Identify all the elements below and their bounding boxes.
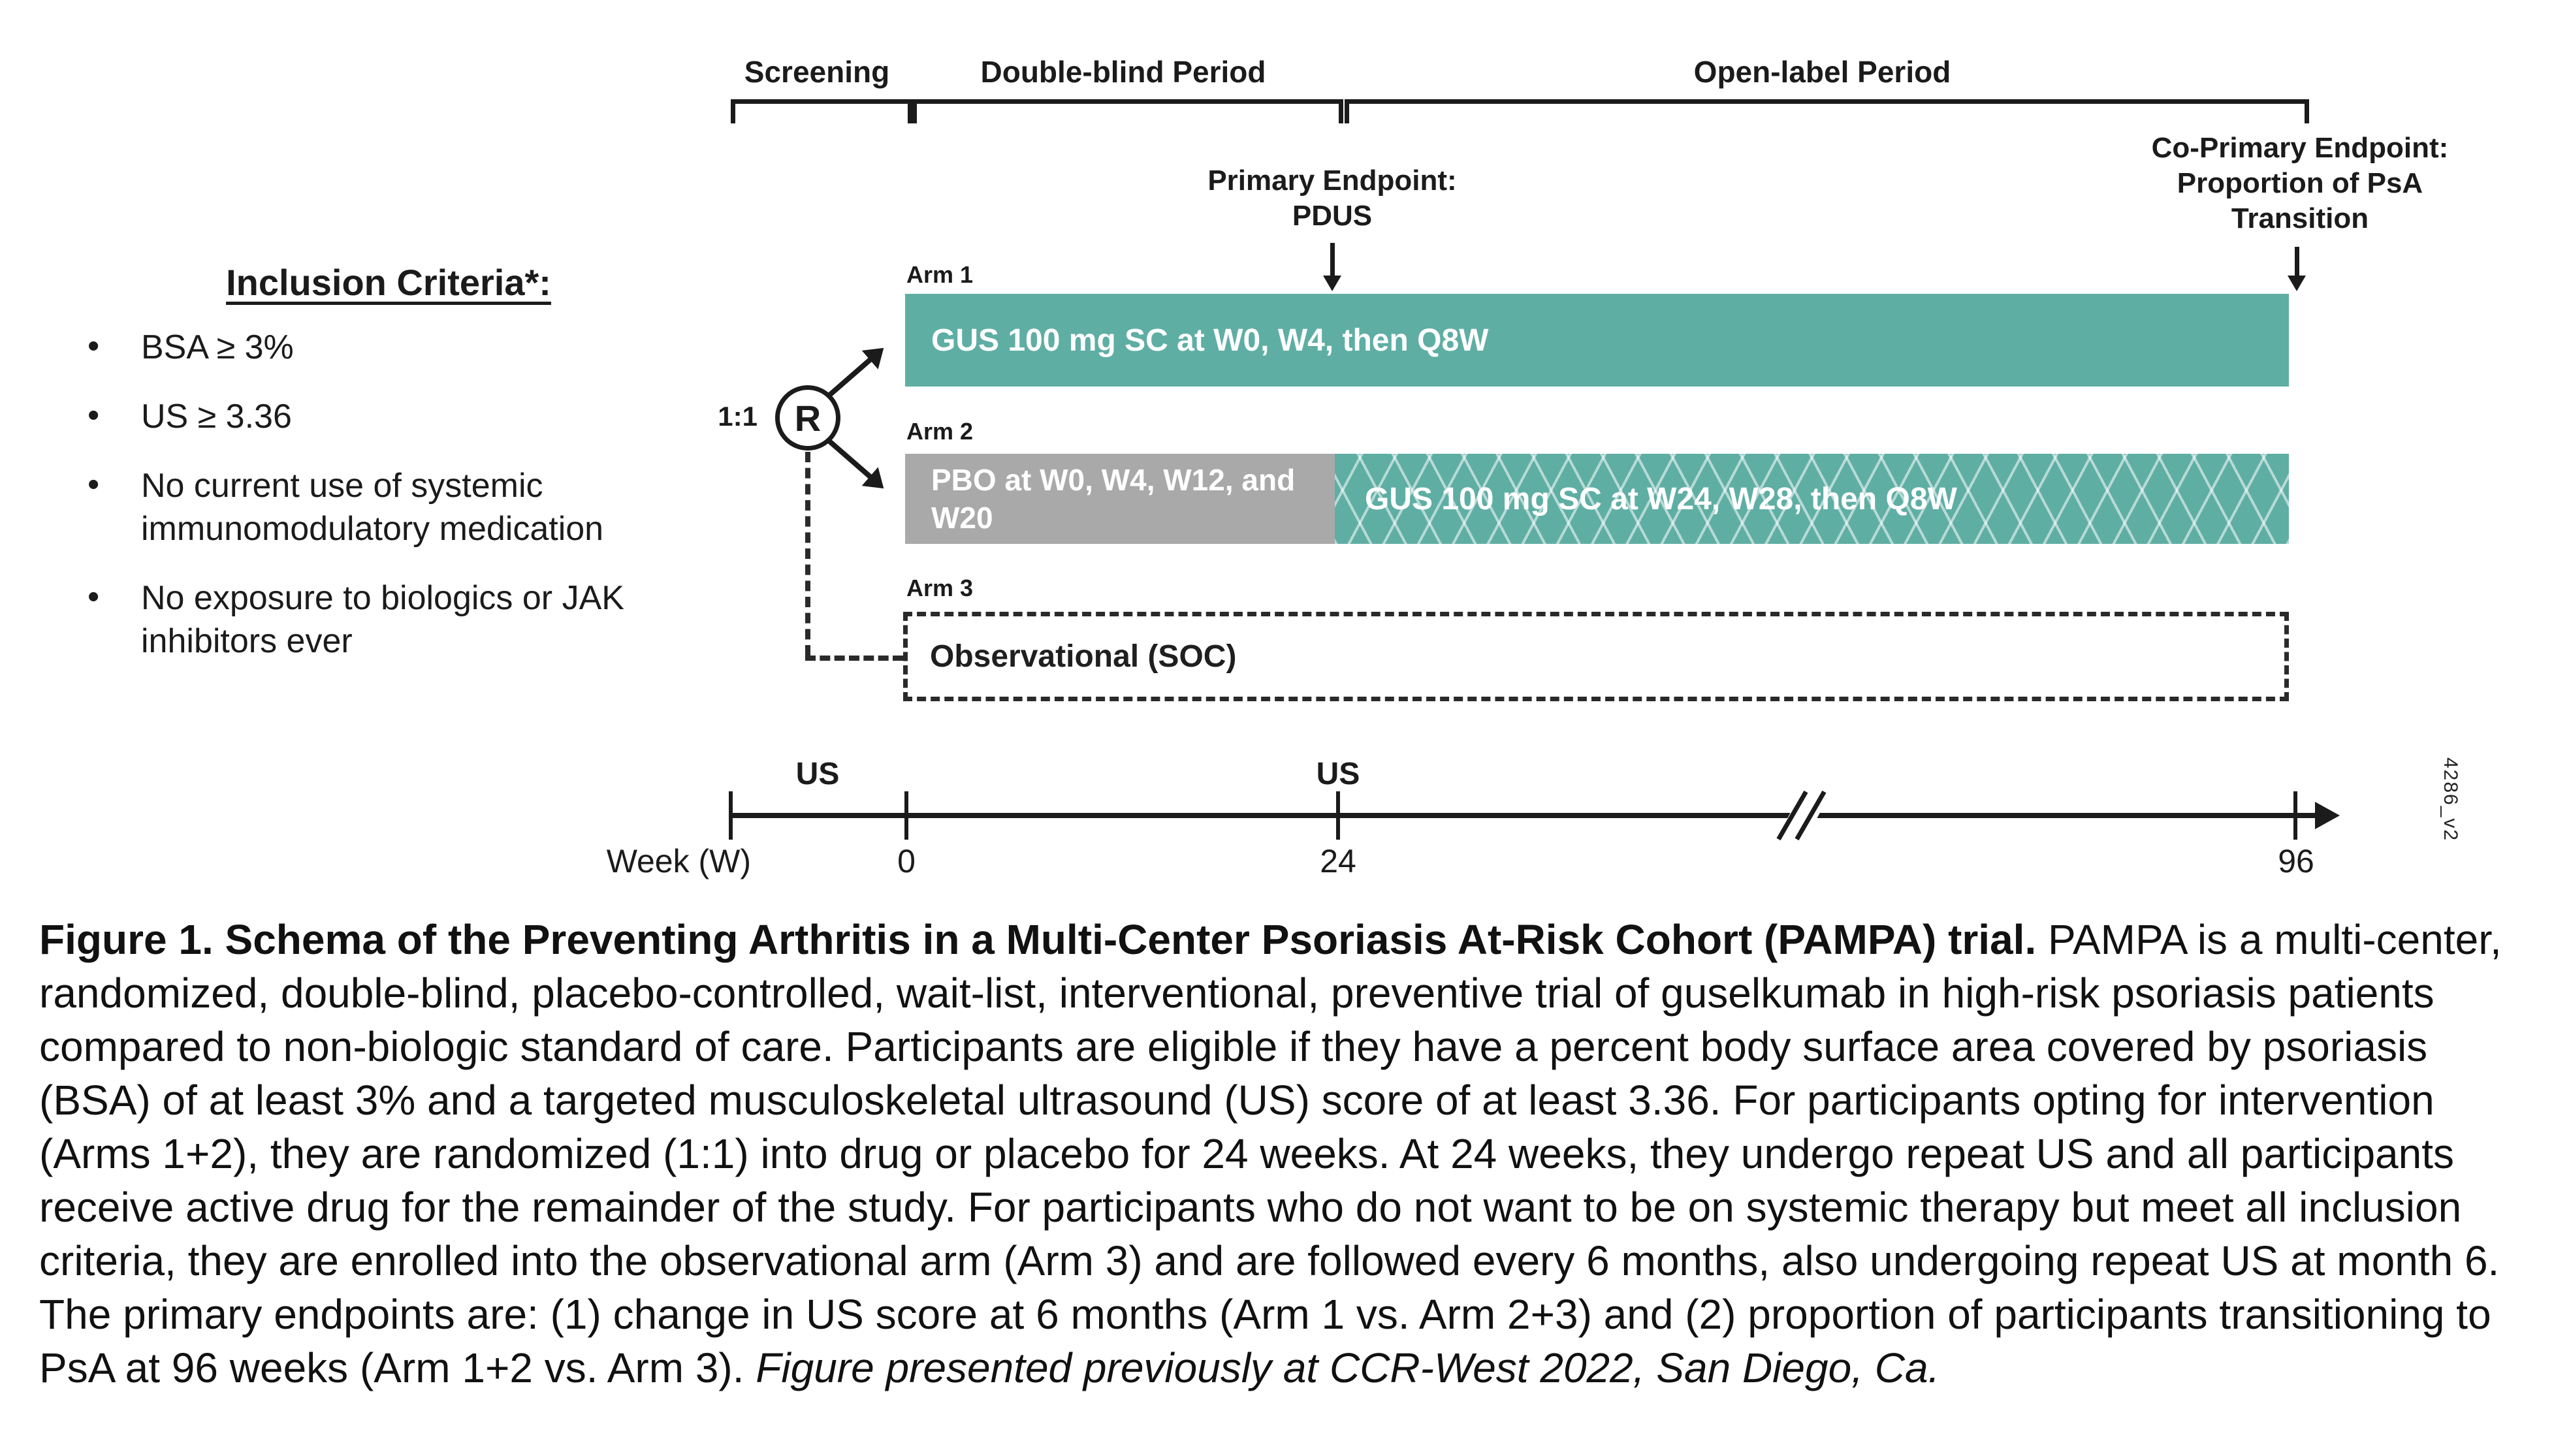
- inclusion-criteria-list: BSA ≥ 3% US ≥ 3.36 No current use of sys…: [78, 324, 699, 663]
- arm3-box-text: Observational (SOC): [930, 639, 1237, 674]
- inclusion-item: No current use of systemic immunomodulat…: [78, 463, 699, 550]
- arm3-label: Arm 3: [906, 575, 974, 601]
- co-primary-endpoint-arrow-icon: [2288, 247, 2306, 291]
- week-axis-label: Week (W): [606, 843, 751, 879]
- timeline-tick-24: [1336, 791, 1340, 840]
- arm2-placebo-segment: PBO at W0, W4, W12, and W20: [905, 454, 1335, 544]
- open-label-bracket: [1345, 99, 2309, 123]
- dashed-connector-horizontal: [805, 656, 903, 661]
- caption-bold-title: Figure 1. Schema of the Preventing Arthr…: [39, 916, 2037, 963]
- timeline-tick-start: [729, 791, 733, 840]
- week-tick-label-24: 24: [1320, 843, 1356, 879]
- arm1-label: Arm 1: [906, 261, 974, 288]
- timeline-tick-96: [2293, 791, 2297, 840]
- inclusion-criteria-title: Inclusion Criteria*:: [226, 262, 551, 303]
- figure-caption: Figure 1. Schema of the Preventing Arthr…: [39, 913, 2517, 1395]
- arm2-placebo-text: PBO at W0, W4, W12, and W20: [931, 463, 1296, 535]
- arm1-bar: GUS 100 mg SC at W0, W4, then Q8W: [905, 294, 2289, 387]
- timeline-tick-0: [904, 791, 908, 840]
- arm1-bar-text: GUS 100 mg SC at W0, W4, then Q8W: [931, 323, 1489, 358]
- inclusion-item: BSA ≥ 3%: [78, 324, 699, 369]
- week-tick-label-0: 0: [897, 843, 916, 879]
- inclusion-criteria-panel: Inclusion Criteria*: BSA ≥ 3% US ≥ 3.36 …: [78, 261, 699, 689]
- arrow-to-arm1-icon: [826, 357, 872, 399]
- period-label-double-blind: Double-blind Period: [980, 55, 1266, 89]
- timeline-axis: [731, 813, 2317, 818]
- caption-body: PAMPA is a multi-center, randomized, dou…: [39, 916, 2502, 1391]
- timeline-arrowhead-icon: [2315, 802, 2340, 829]
- primary-endpoint-arrow-icon: [1323, 243, 1341, 291]
- inclusion-item: No exposure to biologics or JAK inhibito…: [78, 575, 699, 663]
- double-blind-bracket: [912, 99, 1343, 123]
- figure-version-tag: 4286_v2: [2440, 757, 2461, 842]
- inclusion-item: US ≥ 3.36: [78, 394, 699, 438]
- randomization-symbol: R: [794, 397, 822, 439]
- us-label-week24: US: [1316, 757, 1360, 791]
- caption-italic-note: Figure presented previously at CCR-West …: [756, 1344, 1940, 1391]
- screening-bracket: [731, 99, 912, 123]
- arm2-label: Arm 2: [906, 418, 974, 445]
- dashed-connector-vertical: [805, 452, 810, 656]
- week-tick-label-96: 96: [2278, 843, 2314, 879]
- randomization-ratio-label: 1:1: [718, 401, 758, 432]
- arm2-gus-segment: GUS 100 mg SC at W24, W28, then Q8W: [1335, 454, 2289, 544]
- period-label-open-label: Open-label Period: [1693, 55, 1951, 89]
- period-label-screening: Screening: [744, 55, 890, 89]
- arrow-to-arm2-icon: [826, 437, 872, 479]
- us-label-week0: US: [795, 757, 840, 791]
- co-primary-endpoint-label: Co-Primary Endpoint: Proportion of PsA T…: [2151, 132, 2449, 234]
- primary-endpoint-label: Primary Endpoint: PDUS: [1207, 165, 1457, 232]
- arm3-observational-box: Observational (SOC): [903, 612, 2289, 701]
- arm2-gus-text: GUS 100 mg SC at W24, W28, then Q8W: [1365, 481, 1957, 516]
